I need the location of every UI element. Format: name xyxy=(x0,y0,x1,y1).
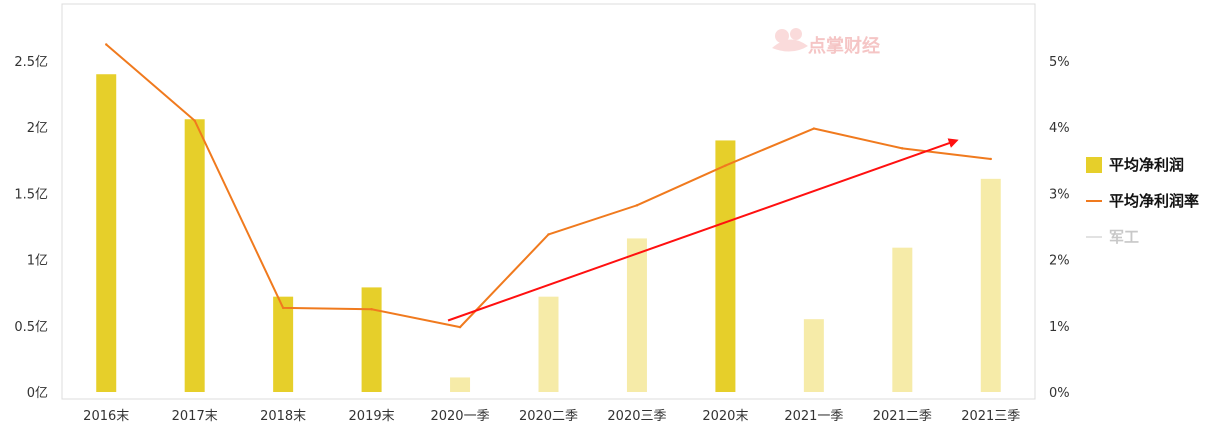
bar xyxy=(980,178,1001,392)
trend-arrow xyxy=(447,138,959,322)
bar xyxy=(538,296,559,392)
line-point xyxy=(193,119,196,122)
bar xyxy=(96,74,117,393)
trend-arrow-group xyxy=(447,138,959,322)
bar-series xyxy=(96,74,1001,393)
bar xyxy=(715,140,736,392)
x-axis-tick-label: 2021三季 xyxy=(961,409,1020,424)
right-axis-tick-label: 5% xyxy=(1049,55,1070,70)
x-axis-tick-label: 2020三季 xyxy=(607,409,666,424)
line-point xyxy=(281,306,285,310)
left-axis-tick-label: 1.5亿 xyxy=(14,187,48,202)
x-axis-tick-label: 2021一季 xyxy=(784,409,843,424)
right-axis-tick-label: 0% xyxy=(1049,386,1070,401)
left-axis-tick-label: 0.5亿 xyxy=(14,320,48,335)
watermark-text: 点掌财经 xyxy=(808,35,880,57)
right-axis-tick-label: 4% xyxy=(1049,121,1070,136)
bar xyxy=(626,238,647,392)
legend-swatch-bar xyxy=(1086,157,1102,173)
bar xyxy=(803,319,824,392)
x-axis-tick-label: 2019末 xyxy=(349,409,395,424)
line-point xyxy=(812,127,816,130)
x-axis-tick-label: 2020一季 xyxy=(430,409,489,424)
x-axis-tick-label: 2016末 xyxy=(83,409,129,424)
x-axis-tick-label: 2017末 xyxy=(172,409,218,424)
x-axis-tick-label: 2020二季 xyxy=(519,409,578,424)
line-point xyxy=(105,43,108,46)
right-axis-tick-label: 1% xyxy=(1049,320,1070,335)
line-series xyxy=(105,43,992,329)
right-axis-tick-label: 2% xyxy=(1049,254,1070,269)
line-point xyxy=(724,164,727,167)
left-axis-tick-label: 1亿 xyxy=(27,254,48,269)
line-point xyxy=(989,157,992,161)
bar xyxy=(184,119,205,393)
watermark: 点掌财经 xyxy=(772,28,880,57)
right-axis: 0% 1% 2% 3% 4% 5% xyxy=(1049,55,1070,401)
bar xyxy=(273,296,294,392)
watermark-logo xyxy=(772,28,808,52)
line-point xyxy=(458,325,462,329)
bar xyxy=(450,377,471,392)
legend-label: 平均净利润 xyxy=(1109,156,1184,174)
x-axis: 2016末 2017末 2018末 2019末 2020一季 2020二季 2020三季 20… xyxy=(83,409,1020,424)
left-axis: 0亿 0.5亿 1亿 1.5亿 2亿 2.5亿 xyxy=(14,55,48,401)
bar xyxy=(892,247,913,392)
x-axis-tick-label: 2021二季 xyxy=(873,409,932,424)
left-axis-tick-label: 2亿 xyxy=(27,121,48,136)
plot-frame xyxy=(61,3,1036,400)
line-point xyxy=(547,233,550,236)
x-axis-tick-label: 2018末 xyxy=(260,409,306,424)
left-axis-tick-label: 0亿 xyxy=(27,386,48,401)
line-point xyxy=(635,204,639,207)
left-axis-tick-label: 2.5亿 xyxy=(14,55,48,70)
x-axis-tick-label: 2020末 xyxy=(702,409,748,424)
right-axis-tick-label: 3% xyxy=(1049,187,1070,202)
legend-label: 军工 xyxy=(1109,228,1139,246)
legend-label: 平均净利润率 xyxy=(1109,192,1199,210)
line-point xyxy=(901,147,904,150)
line-point xyxy=(370,308,373,311)
bar xyxy=(361,287,382,392)
